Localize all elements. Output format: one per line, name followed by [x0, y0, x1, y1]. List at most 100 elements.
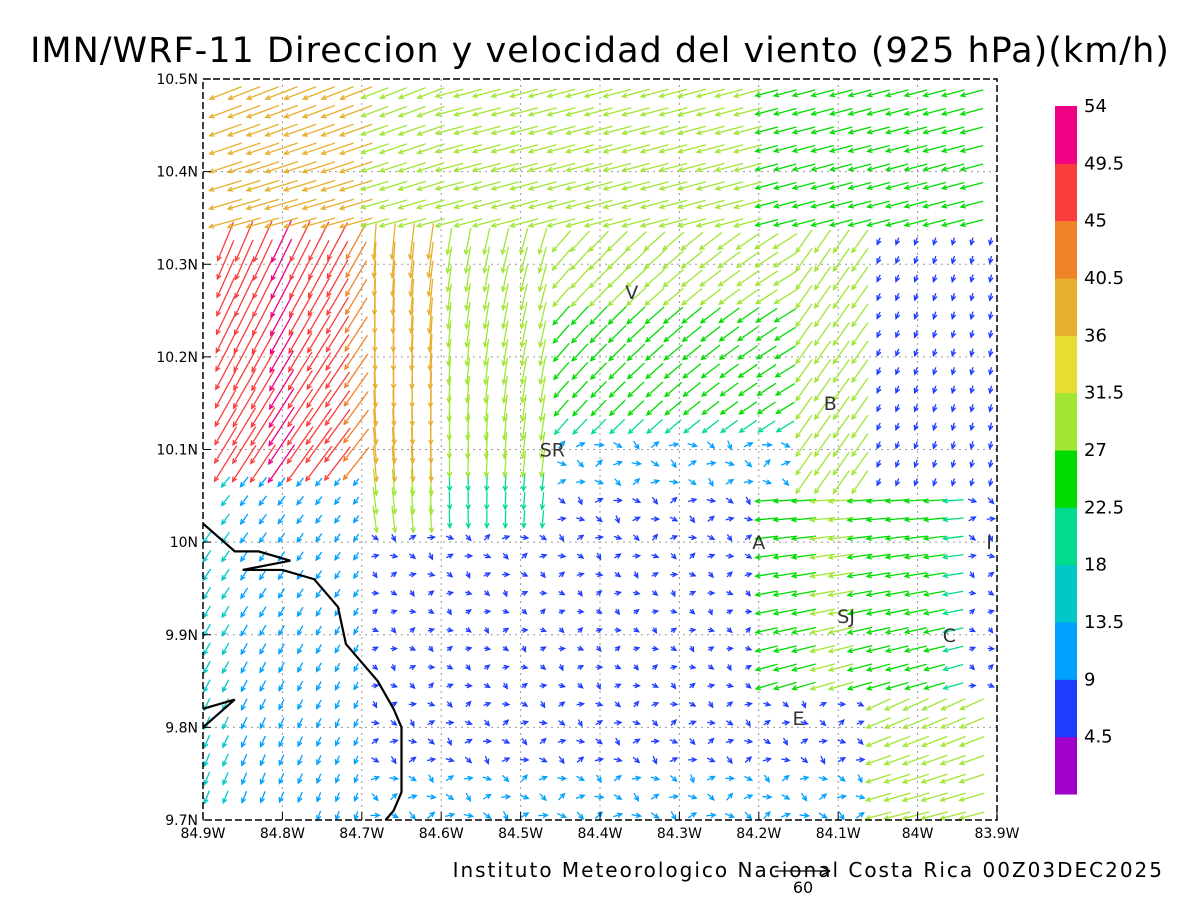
- wind-vector: [446, 590, 455, 596]
- wind-vector: [725, 553, 735, 559]
- wind-vector: [602, 181, 632, 191]
- wind-vector: [988, 385, 994, 395]
- wind-vector: [546, 218, 576, 228]
- wind-vector: [483, 553, 492, 559]
- wind-vector: [343, 353, 369, 389]
- wind-vector: [736, 326, 759, 342]
- wind-vector: [408, 756, 417, 763]
- wind-vector: [353, 607, 359, 617]
- wind-vector: [883, 792, 911, 803]
- wind-vector: [427, 811, 436, 819]
- wind-vector: [920, 773, 948, 784]
- wind-vector: [903, 645, 927, 653]
- wind-vector: [202, 605, 212, 619]
- wind-vector: [632, 590, 641, 596]
- wind-vector: [884, 681, 909, 691]
- reference-vector-label: 60: [793, 878, 813, 897]
- wind-vector: [232, 370, 256, 410]
- wind-vector: [706, 441, 716, 449]
- wind-vector: [371, 793, 379, 802]
- wind-vector: [772, 233, 798, 250]
- wind-vector: [234, 258, 254, 300]
- wind-vector: [969, 478, 975, 487]
- wind-vector: [353, 755, 359, 766]
- wind-vector: [391, 408, 397, 446]
- wind-vector: [315, 514, 323, 525]
- wind-vector: [434, 107, 464, 117]
- wind-vector: [509, 218, 539, 228]
- wind-vector: [277, 588, 286, 599]
- wind-vector: [950, 459, 957, 469]
- wind-vector: [837, 738, 847, 744]
- wind-vector: [799, 775, 810, 782]
- wind-vector: [895, 478, 901, 487]
- wind-vector: [278, 662, 285, 674]
- wind-vector: [502, 645, 510, 652]
- wind-vector: [940, 181, 965, 191]
- wind-vector: [316, 681, 322, 692]
- wind-vector: [371, 260, 378, 298]
- wind-vector: [950, 292, 957, 302]
- wind-vector: [500, 265, 509, 293]
- wind-vector: [334, 570, 341, 580]
- wind-vector: [557, 460, 568, 467]
- wind-vector: [645, 362, 664, 380]
- wind-vector: [663, 344, 683, 361]
- wind-vector: [564, 144, 595, 154]
- wind-vector: [519, 265, 528, 293]
- wind-vector: [795, 451, 813, 476]
- wind-vector: [676, 181, 706, 191]
- wind-vector: [245, 104, 280, 119]
- wind-vector: [371, 737, 380, 745]
- wind-vector: [795, 322, 813, 347]
- wind-vector: [521, 473, 527, 493]
- wind-vector: [289, 220, 311, 263]
- wind-vector: [864, 754, 892, 766]
- wind-vector: [724, 460, 736, 467]
- wind-vector: [277, 495, 286, 507]
- wind-vector: [558, 756, 565, 765]
- wind-vector: [895, 348, 901, 358]
- wind-vector: [258, 513, 267, 525]
- wind-vector: [781, 774, 790, 782]
- wind-vector: [415, 180, 445, 192]
- wind-vector: [342, 428, 370, 463]
- wind-vector: [595, 664, 604, 670]
- wind-vector: [527, 162, 557, 173]
- wind-vector: [490, 162, 520, 173]
- wind-vector: [800, 756, 809, 764]
- wind-vector: [320, 123, 354, 137]
- wind-vector: [866, 200, 890, 209]
- wind-vector: [471, 88, 501, 99]
- wind-vector: [958, 792, 985, 802]
- wind-vector: [950, 348, 957, 358]
- wind-vector: [763, 738, 772, 745]
- wind-vector: [625, 268, 647, 289]
- wind-vector: [681, 344, 702, 361]
- wind-vector: [633, 792, 640, 802]
- wind-vector: [464, 283, 471, 312]
- wind-vector: [958, 717, 985, 729]
- wind-vector: [589, 362, 608, 380]
- wind-vector: [521, 645, 527, 653]
- wind-vector: [214, 407, 237, 446]
- wind-vector: [864, 792, 892, 802]
- wind-vector: [546, 88, 576, 99]
- wind-vector: [813, 266, 832, 291]
- wind-vector: [464, 756, 473, 764]
- wind-vector: [669, 794, 680, 800]
- wind-vector: [482, 227, 491, 256]
- wind-vector: [818, 738, 828, 745]
- wind-vector: [969, 571, 975, 579]
- wind-vector: [781, 478, 790, 487]
- wind-vector: [502, 491, 509, 511]
- wind-vector: [416, 105, 445, 118]
- wind-vector: [827, 681, 854, 691]
- wind-vector: [453, 88, 483, 99]
- wind-vector: [932, 274, 938, 284]
- wind-vector: [689, 682, 696, 689]
- wind-vector: [208, 161, 242, 174]
- coastline-path: [202, 522, 403, 821]
- wind-vector: [782, 737, 788, 746]
- wind-vector: [846, 553, 873, 560]
